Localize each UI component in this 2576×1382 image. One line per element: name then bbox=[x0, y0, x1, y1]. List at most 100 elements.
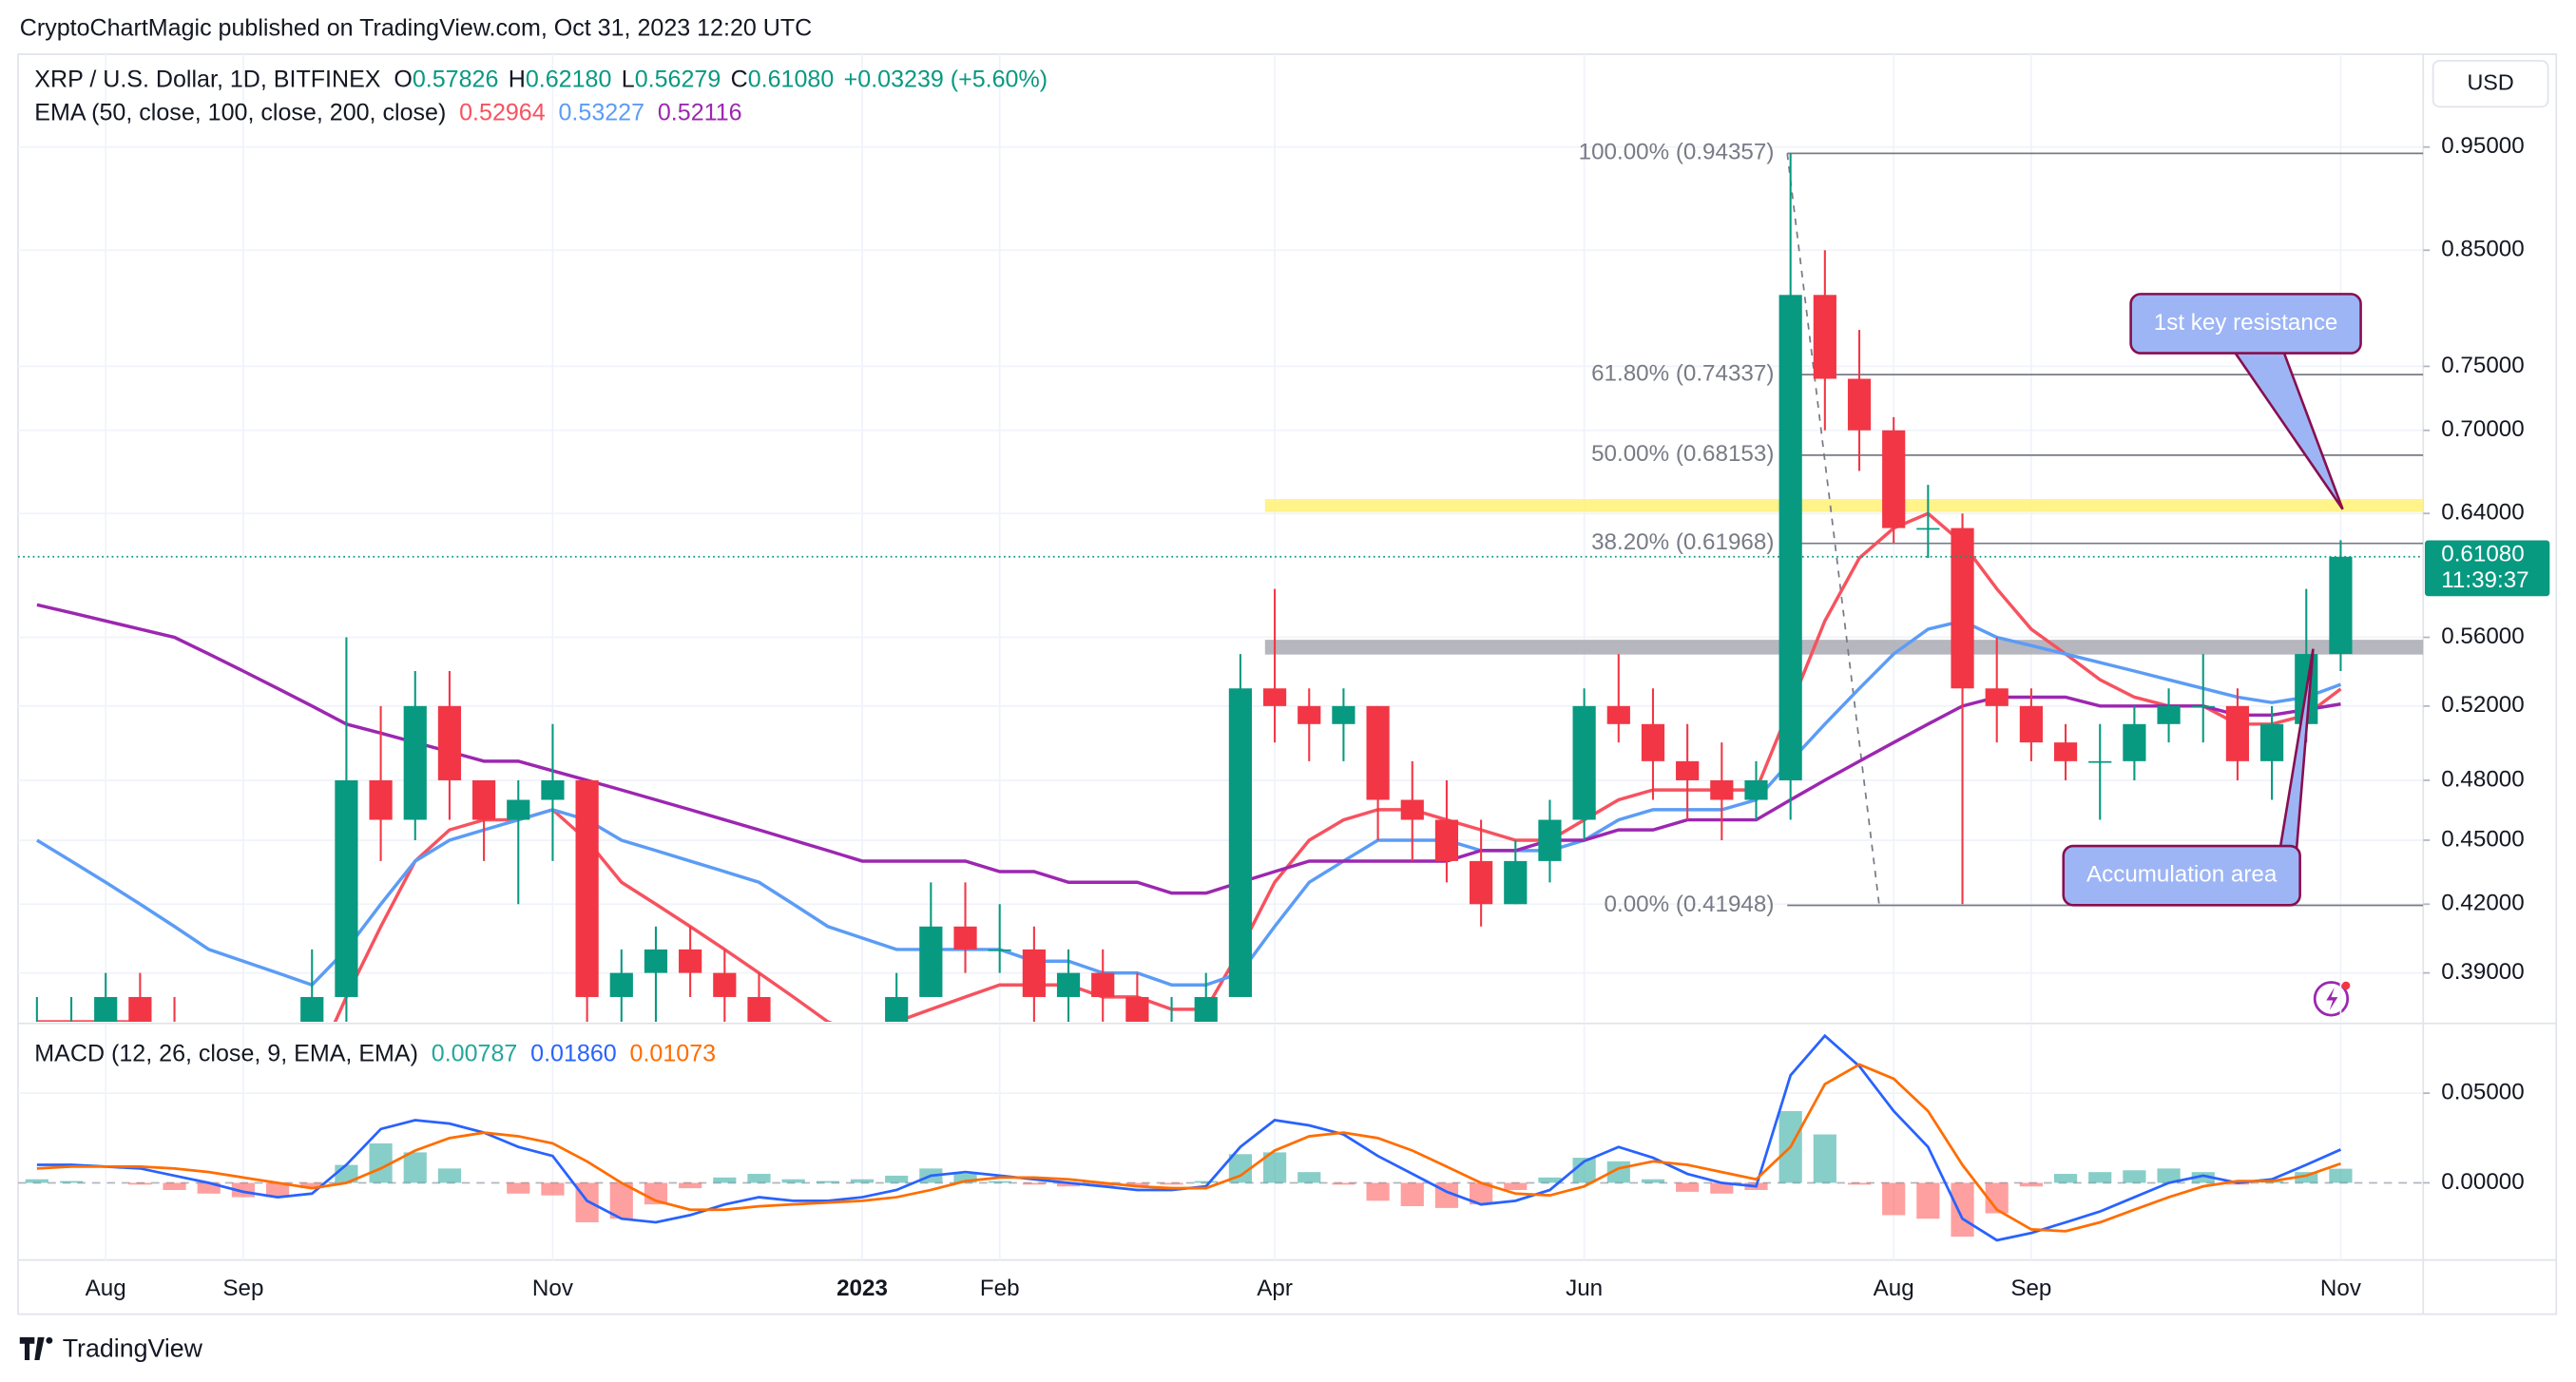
ohlc-key: C bbox=[731, 66, 748, 92]
ohlc-key: L bbox=[622, 66, 635, 92]
candle-body bbox=[1778, 295, 1802, 780]
candle-body bbox=[507, 799, 530, 820]
candle-body bbox=[369, 779, 393, 820]
histogram-bar bbox=[2019, 1182, 2043, 1187]
y-tick-label: 0.52000 bbox=[2441, 692, 2524, 718]
histogram-bar bbox=[59, 1180, 84, 1183]
candle-body bbox=[1606, 705, 1630, 724]
candle-body bbox=[1332, 705, 1355, 724]
histogram-bar bbox=[1847, 1182, 1872, 1185]
histogram-bar bbox=[2123, 1170, 2146, 1183]
candle-body bbox=[713, 972, 737, 997]
candle-body bbox=[1091, 972, 1115, 997]
candle-body bbox=[679, 949, 702, 973]
histogram-bar bbox=[1366, 1182, 1390, 1201]
legend-value: 0.53227 bbox=[559, 99, 645, 125]
candle-body bbox=[1022, 949, 1046, 997]
legend-value: 0.52116 bbox=[658, 99, 742, 125]
frame bbox=[17, 53, 2558, 1315]
histogram-bar bbox=[300, 1182, 324, 1189]
y-tick-label: 0.05000 bbox=[2441, 1080, 2524, 1105]
histogram-bar bbox=[609, 1182, 633, 1219]
callout-box bbox=[2129, 293, 2362, 355]
histogram-bar bbox=[1194, 1180, 1218, 1183]
histogram-bar bbox=[197, 1182, 221, 1194]
candle-body bbox=[2123, 723, 2146, 761]
histogram-bar bbox=[679, 1182, 702, 1189]
y-tick-label: 0.48000 bbox=[2441, 766, 2524, 792]
histogram-bar bbox=[1916, 1182, 1940, 1219]
histogram-bar bbox=[541, 1182, 565, 1196]
replay-icon[interactable] bbox=[2313, 981, 2351, 1017]
ohlc-key: O bbox=[394, 66, 412, 92]
histogram-bar bbox=[1091, 1182, 1115, 1187]
candle-body bbox=[1262, 688, 1287, 706]
zone bbox=[1264, 640, 2424, 655]
candle-body bbox=[94, 996, 118, 1022]
histogram-bar bbox=[163, 1182, 186, 1191]
histogram-bar bbox=[1056, 1182, 1081, 1187]
symbol-legend: XRP / U.S. Dollar, 1D, BITFINEX O0.57826 H… bbox=[34, 66, 1048, 92]
y-tick-label: 0.64000 bbox=[2441, 500, 2524, 526]
change: +0.03239 (+5.60%) bbox=[844, 66, 1048, 92]
histogram-bar bbox=[1160, 1182, 1183, 1185]
macd-pane bbox=[18, 1025, 2424, 1260]
candle-body bbox=[1847, 378, 1872, 431]
callout: 1st key resistance bbox=[2129, 293, 2362, 510]
zone bbox=[1264, 499, 2424, 512]
candle-body bbox=[2329, 556, 2353, 655]
x-tick-label: Aug bbox=[1874, 1276, 1914, 1301]
x-tick-label: Aug bbox=[86, 1276, 126, 1301]
histogram-bar bbox=[1813, 1134, 1836, 1183]
y-tick-label: 0.39000 bbox=[2441, 959, 2524, 985]
callout-box bbox=[2062, 844, 2301, 907]
histogram-bar bbox=[781, 1179, 805, 1183]
histogram-bar bbox=[1298, 1172, 1321, 1183]
candle-body bbox=[128, 996, 152, 1022]
symbol: XRP / U.S. Dollar, 1D, BITFINEX bbox=[34, 66, 381, 92]
indicator-name: MACD (12, 26, close, 9, EMA, EMA) bbox=[34, 1040, 418, 1066]
x-tick-label: Sep bbox=[222, 1276, 263, 1301]
candle-body bbox=[403, 705, 427, 820]
histogram-bar bbox=[1125, 1182, 1149, 1187]
legend-value: 0.52964 bbox=[459, 99, 546, 125]
candle-body bbox=[1434, 819, 1459, 861]
histogram-bar bbox=[1710, 1182, 1734, 1194]
fib-label: 50.00% (0.68153) bbox=[1591, 441, 1774, 467]
histogram-bar bbox=[1022, 1182, 1046, 1185]
histogram-bar bbox=[1332, 1182, 1355, 1185]
candle-body bbox=[2157, 705, 2181, 724]
legend-value: 0.01073 bbox=[630, 1040, 717, 1066]
histogram-bar bbox=[747, 1174, 771, 1183]
x-tick-label: Jun bbox=[1566, 1276, 1603, 1301]
legend-value: 0.00787 bbox=[432, 1040, 518, 1066]
candle-body bbox=[1916, 528, 1940, 530]
y-tick-label: 0.70000 bbox=[2441, 416, 2524, 442]
currency[interactable]: USD bbox=[2467, 69, 2513, 94]
histogram-bar bbox=[507, 1182, 530, 1194]
ohlc-value: 0.57826 bbox=[413, 66, 499, 92]
y-tick-label: 0.75000 bbox=[2441, 353, 2524, 378]
candle-body bbox=[1882, 430, 1906, 528]
histogram-bar bbox=[1882, 1182, 1906, 1216]
candle-body bbox=[1676, 760, 1700, 780]
currency-button[interactable] bbox=[2432, 60, 2549, 108]
histogram-bar bbox=[1400, 1182, 1424, 1206]
y-tick-label: 0.45000 bbox=[2441, 826, 2524, 852]
ohlc-value: 0.56279 bbox=[635, 66, 721, 92]
candle-body bbox=[2225, 705, 2250, 761]
candle-body bbox=[885, 996, 909, 1022]
indicator-legend: EMA (50, close, 100, close, 200, close) 0… bbox=[34, 99, 741, 125]
candle-body bbox=[335, 779, 358, 997]
candle-body bbox=[472, 779, 496, 820]
candle-body bbox=[1813, 295, 1836, 379]
candle-body bbox=[2053, 742, 2078, 761]
candle-body bbox=[2088, 760, 2112, 763]
candle-body bbox=[1538, 819, 1562, 861]
candle-body bbox=[919, 926, 943, 997]
histogram-bar bbox=[128, 1182, 152, 1185]
histogram-bar bbox=[953, 1174, 977, 1183]
histogram-bar bbox=[2053, 1174, 2078, 1183]
candle-body bbox=[1056, 972, 1081, 997]
